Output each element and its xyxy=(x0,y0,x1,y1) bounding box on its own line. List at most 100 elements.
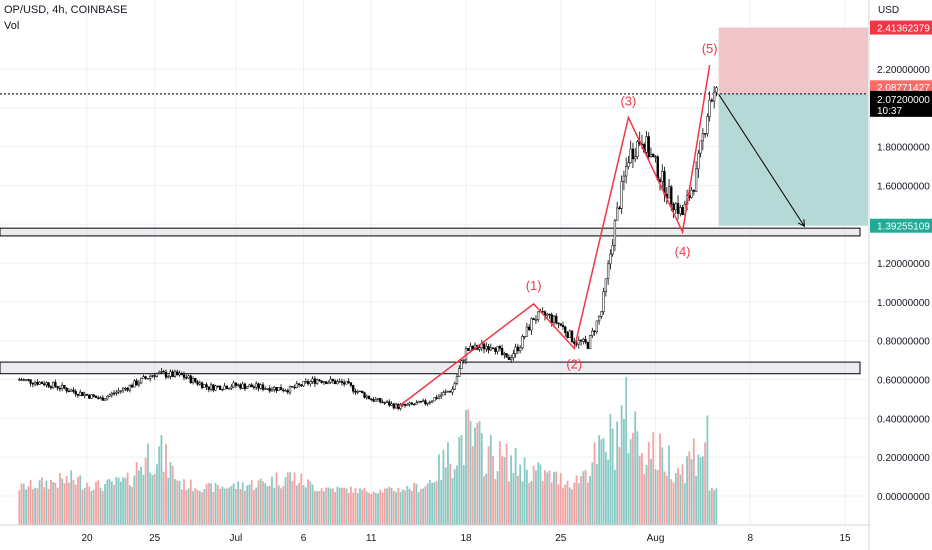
candle-body xyxy=(597,316,601,322)
volume-bar xyxy=(413,483,416,525)
time-tick-label[interactable]: 18 xyxy=(460,533,472,544)
volume-bar xyxy=(228,487,231,525)
target-price-tag[interactable] xyxy=(870,218,932,233)
volume-bar xyxy=(133,475,136,525)
candle-body xyxy=(379,397,382,403)
elliott-waves[interactable]: (1) (2) (3) (4) (5) xyxy=(397,41,805,408)
candle-body xyxy=(45,382,48,386)
volume-bar xyxy=(72,480,75,525)
time-tick-label[interactable]: 11 xyxy=(366,533,377,544)
volume-bar xyxy=(205,483,208,525)
volume-bar xyxy=(410,490,413,525)
candle-body xyxy=(670,186,673,205)
wave-path[interactable] xyxy=(397,64,711,408)
candle-body xyxy=(189,375,192,383)
volume-bar xyxy=(616,421,619,525)
volume-bar xyxy=(645,464,648,525)
candle-body xyxy=(602,291,605,313)
candle-body xyxy=(672,203,675,211)
candle-body xyxy=(433,397,436,402)
volume-bar xyxy=(298,483,300,525)
volume-bar xyxy=(291,481,294,525)
candle-body xyxy=(566,332,569,338)
volume-bar xyxy=(115,476,118,525)
volume-bar xyxy=(659,433,661,525)
volume-bar xyxy=(266,486,269,525)
volume-bar xyxy=(530,480,533,525)
resistance-zone[interactable] xyxy=(0,227,861,237)
volume-indicator-label[interactable]: Vol xyxy=(4,20,20,32)
candle-body xyxy=(489,347,492,351)
candle-body xyxy=(239,384,242,389)
price-tick-label[interactable]: 1.80000000 xyxy=(877,143,930,154)
current-price-tag[interactable] xyxy=(870,90,932,117)
candle-body xyxy=(81,391,84,397)
support-zone[interactable] xyxy=(0,361,861,375)
time-tick-label[interactable]: 15 xyxy=(839,533,851,544)
candle-body xyxy=(250,384,253,388)
volume-bar xyxy=(456,465,458,525)
price-tick-label[interactable]: 1.00000000 xyxy=(877,298,930,309)
time-tick-label[interactable]: 25 xyxy=(149,533,161,544)
volume-bar xyxy=(613,469,616,525)
volume-bar xyxy=(670,479,673,525)
candle-body xyxy=(406,404,409,406)
candle-body xyxy=(255,383,258,388)
price-zones[interactable] xyxy=(0,93,868,375)
price-tick-label[interactable]: 0.40000000 xyxy=(877,414,930,425)
volume-bar xyxy=(165,443,167,525)
candle-body xyxy=(268,388,271,392)
short-position[interactable] xyxy=(718,27,868,226)
candle-body xyxy=(426,402,429,405)
projection-arrow[interactable] xyxy=(718,93,805,227)
price-tick-label[interactable]: 1.60000000 xyxy=(877,181,930,192)
time-tick-label[interactable]: 6 xyxy=(301,533,307,544)
candle-body xyxy=(284,390,287,392)
volume-bar xyxy=(137,470,140,525)
candle-body xyxy=(61,384,64,390)
last-close-tag[interactable] xyxy=(870,80,932,94)
candle-body xyxy=(124,388,127,390)
price-tick-label[interactable]: 0.60000000 xyxy=(877,376,930,387)
candle-body xyxy=(31,383,35,385)
price-tick-label[interactable]: 0.80000000 xyxy=(877,337,930,348)
volume-bar xyxy=(433,482,436,525)
candle-body xyxy=(63,384,66,389)
volume-bar xyxy=(627,453,630,525)
candle-body xyxy=(462,359,465,361)
time-tick-label[interactable]: Aug xyxy=(647,533,665,544)
candle-body xyxy=(47,382,50,387)
candle-body xyxy=(534,319,538,321)
candle-body xyxy=(227,388,231,390)
volume-bar xyxy=(280,488,282,525)
stop-loss-zone[interactable] xyxy=(718,27,868,94)
candle-body xyxy=(561,325,565,328)
price-tick-label[interactable]: 1.20000000 xyxy=(877,259,930,270)
candle-body xyxy=(345,381,348,385)
time-tick-label[interactable]: 8 xyxy=(747,533,753,544)
stop-price-tag[interactable] xyxy=(870,20,932,35)
candle-body xyxy=(442,392,445,396)
volume-bar xyxy=(589,476,591,525)
volume-bar xyxy=(638,455,641,525)
time-tick-label[interactable]: 20 xyxy=(81,533,93,544)
volume-bar xyxy=(293,472,296,525)
price-tick-label[interactable]: 2.20000000 xyxy=(877,65,930,76)
volume-bar xyxy=(38,480,41,525)
symbol-title[interactable]: OP/USD, 4h, COINBASE xyxy=(4,4,128,16)
candle-body xyxy=(106,396,109,400)
time-tick-label[interactable]: Jul xyxy=(229,533,242,544)
volume-bar xyxy=(591,462,594,525)
volume-bar xyxy=(230,486,233,525)
time-tick-label[interactable]: 25 xyxy=(555,533,567,544)
volume-bar xyxy=(101,490,104,525)
price-tick-label[interactable]: 0.20000000 xyxy=(877,453,930,464)
price-tick-label[interactable]: 0.00000000 xyxy=(877,492,930,503)
candle-body xyxy=(128,384,132,391)
take-profit-zone[interactable] xyxy=(718,93,868,226)
volume-bar xyxy=(575,475,578,525)
volume-bar xyxy=(40,477,43,525)
